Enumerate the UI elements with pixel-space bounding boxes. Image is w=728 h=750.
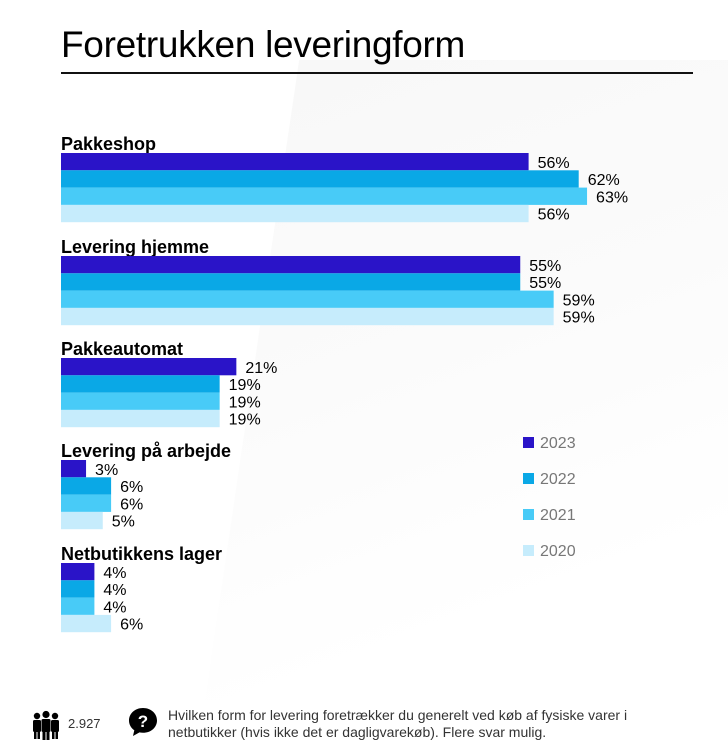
- category-label: Pakkeshop: [61, 134, 156, 154]
- sample-size: 2.927: [68, 716, 101, 731]
- bar: [61, 477, 112, 495]
- legend-label: 2022: [540, 471, 576, 488]
- legend-swatch: [523, 545, 534, 556]
- legend-label: 2023: [540, 435, 576, 452]
- bar: [61, 614, 112, 633]
- bar-value-label: 55%: [529, 258, 561, 275]
- bar: [61, 511, 103, 530]
- bar: [61, 170, 579, 188]
- bar-value-label: 56%: [538, 207, 570, 224]
- bar: [61, 409, 220, 428]
- bar: [61, 460, 87, 478]
- page-title: Foretrukken leveringform: [61, 24, 466, 65]
- bar-value-label: 55%: [529, 275, 561, 292]
- bar-value-label: 4%: [103, 565, 126, 582]
- bar: [61, 187, 588, 205]
- category-label: Levering på arbejde: [61, 441, 231, 461]
- bar-value-label: 59%: [563, 292, 595, 309]
- bar: [61, 273, 521, 291]
- bar: [61, 290, 554, 308]
- legend-swatch: [523, 509, 534, 520]
- bar-value-label: 62%: [588, 172, 620, 189]
- bar-value-label: 5%: [112, 514, 135, 531]
- bar: [61, 358, 237, 376]
- bar-value-label: 6%: [120, 617, 143, 634]
- question-icon: ?: [129, 708, 157, 736]
- category-label: Netbutikkens lager: [61, 544, 222, 564]
- svg-text:?: ?: [138, 712, 148, 731]
- bar-value-label: 19%: [229, 377, 261, 394]
- bar-value-label: 56%: [538, 155, 570, 172]
- category-label: Pakkeautomat: [61, 339, 183, 359]
- bar: [61, 494, 112, 512]
- bar-value-label: 21%: [245, 360, 277, 377]
- bar-value-label: 3%: [95, 462, 118, 479]
- legend-swatch: [523, 437, 534, 448]
- bar-value-label: 63%: [596, 189, 628, 206]
- bar-value-label: 6%: [120, 496, 143, 513]
- bar-value-label: 19%: [229, 394, 261, 411]
- bar-value-label: 59%: [563, 310, 595, 327]
- survey-question: Hvilken form for levering foretrækker du…: [168, 707, 628, 740]
- bar: [61, 392, 220, 410]
- bar: [61, 375, 220, 393]
- bar: [61, 307, 554, 326]
- bar-value-label: 6%: [120, 479, 143, 496]
- bar: [61, 580, 95, 598]
- legend-label: 2020: [540, 543, 576, 560]
- legend-swatch: [523, 473, 534, 484]
- bar-value-label: 19%: [229, 412, 261, 429]
- bar: [61, 153, 529, 171]
- legend-label: 2021: [540, 507, 576, 524]
- people-icon: [33, 710, 59, 740]
- bar: [61, 597, 95, 615]
- bar: [61, 563, 95, 581]
- bar-value-label: 4%: [103, 582, 126, 599]
- bar: [61, 256, 521, 274]
- bar-value-label: 4%: [103, 599, 126, 616]
- bar: [61, 204, 529, 223]
- title-divider: [61, 72, 693, 74]
- category-label: Levering hjemme: [61, 237, 209, 257]
